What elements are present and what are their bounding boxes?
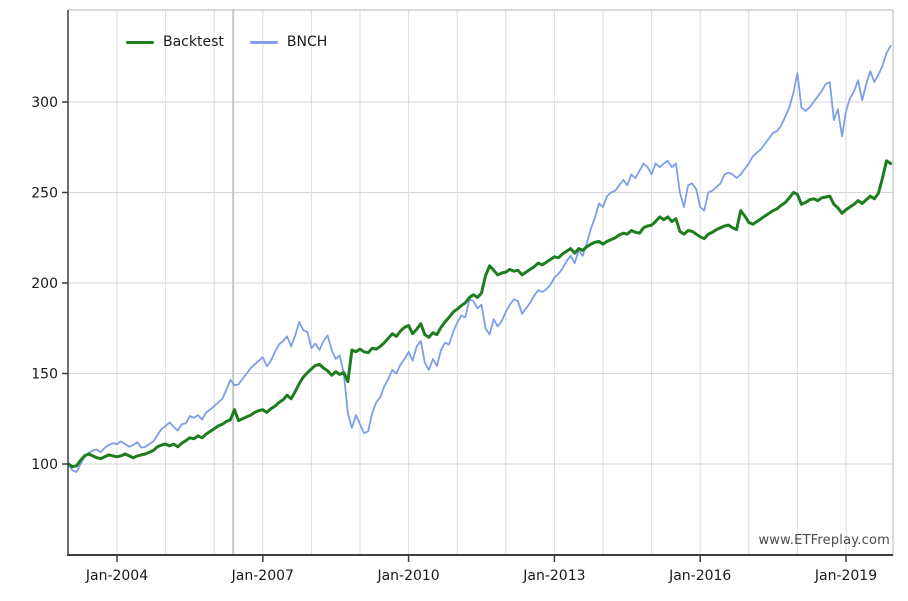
backtest-line-swatch xyxy=(126,40,154,44)
legend-item-backtest: Backtest xyxy=(126,34,224,50)
legend-label-bnch: BNCH xyxy=(286,34,328,50)
y-tick-label: 150 xyxy=(31,367,58,383)
watermark: www.ETFreplay.com xyxy=(758,533,890,548)
y-tick-label: 250 xyxy=(31,186,58,202)
y-tick-label: 100 xyxy=(31,457,58,473)
x-tick-label: Jan-2016 xyxy=(668,568,731,584)
x-tick-label: Jan-2007 xyxy=(231,568,294,584)
x-tick-label: Jan-2019 xyxy=(814,568,877,584)
legend-label-backtest: Backtest xyxy=(163,34,224,50)
bnch-line-swatch xyxy=(249,40,278,44)
x-tick-label: Jan-2010 xyxy=(376,568,439,584)
chart-legend: Backtest BNCH xyxy=(126,34,327,50)
x-tick-label: Jan-2004 xyxy=(85,568,148,584)
x-tick-label: Jan-2013 xyxy=(522,568,585,584)
y-tick-label: 200 xyxy=(31,276,58,292)
y-tick-label: 300 xyxy=(31,95,58,111)
legend-item-bnch: BNCH xyxy=(249,34,328,50)
series-line-bnch xyxy=(67,45,892,474)
series-line-backtest xyxy=(66,159,893,469)
